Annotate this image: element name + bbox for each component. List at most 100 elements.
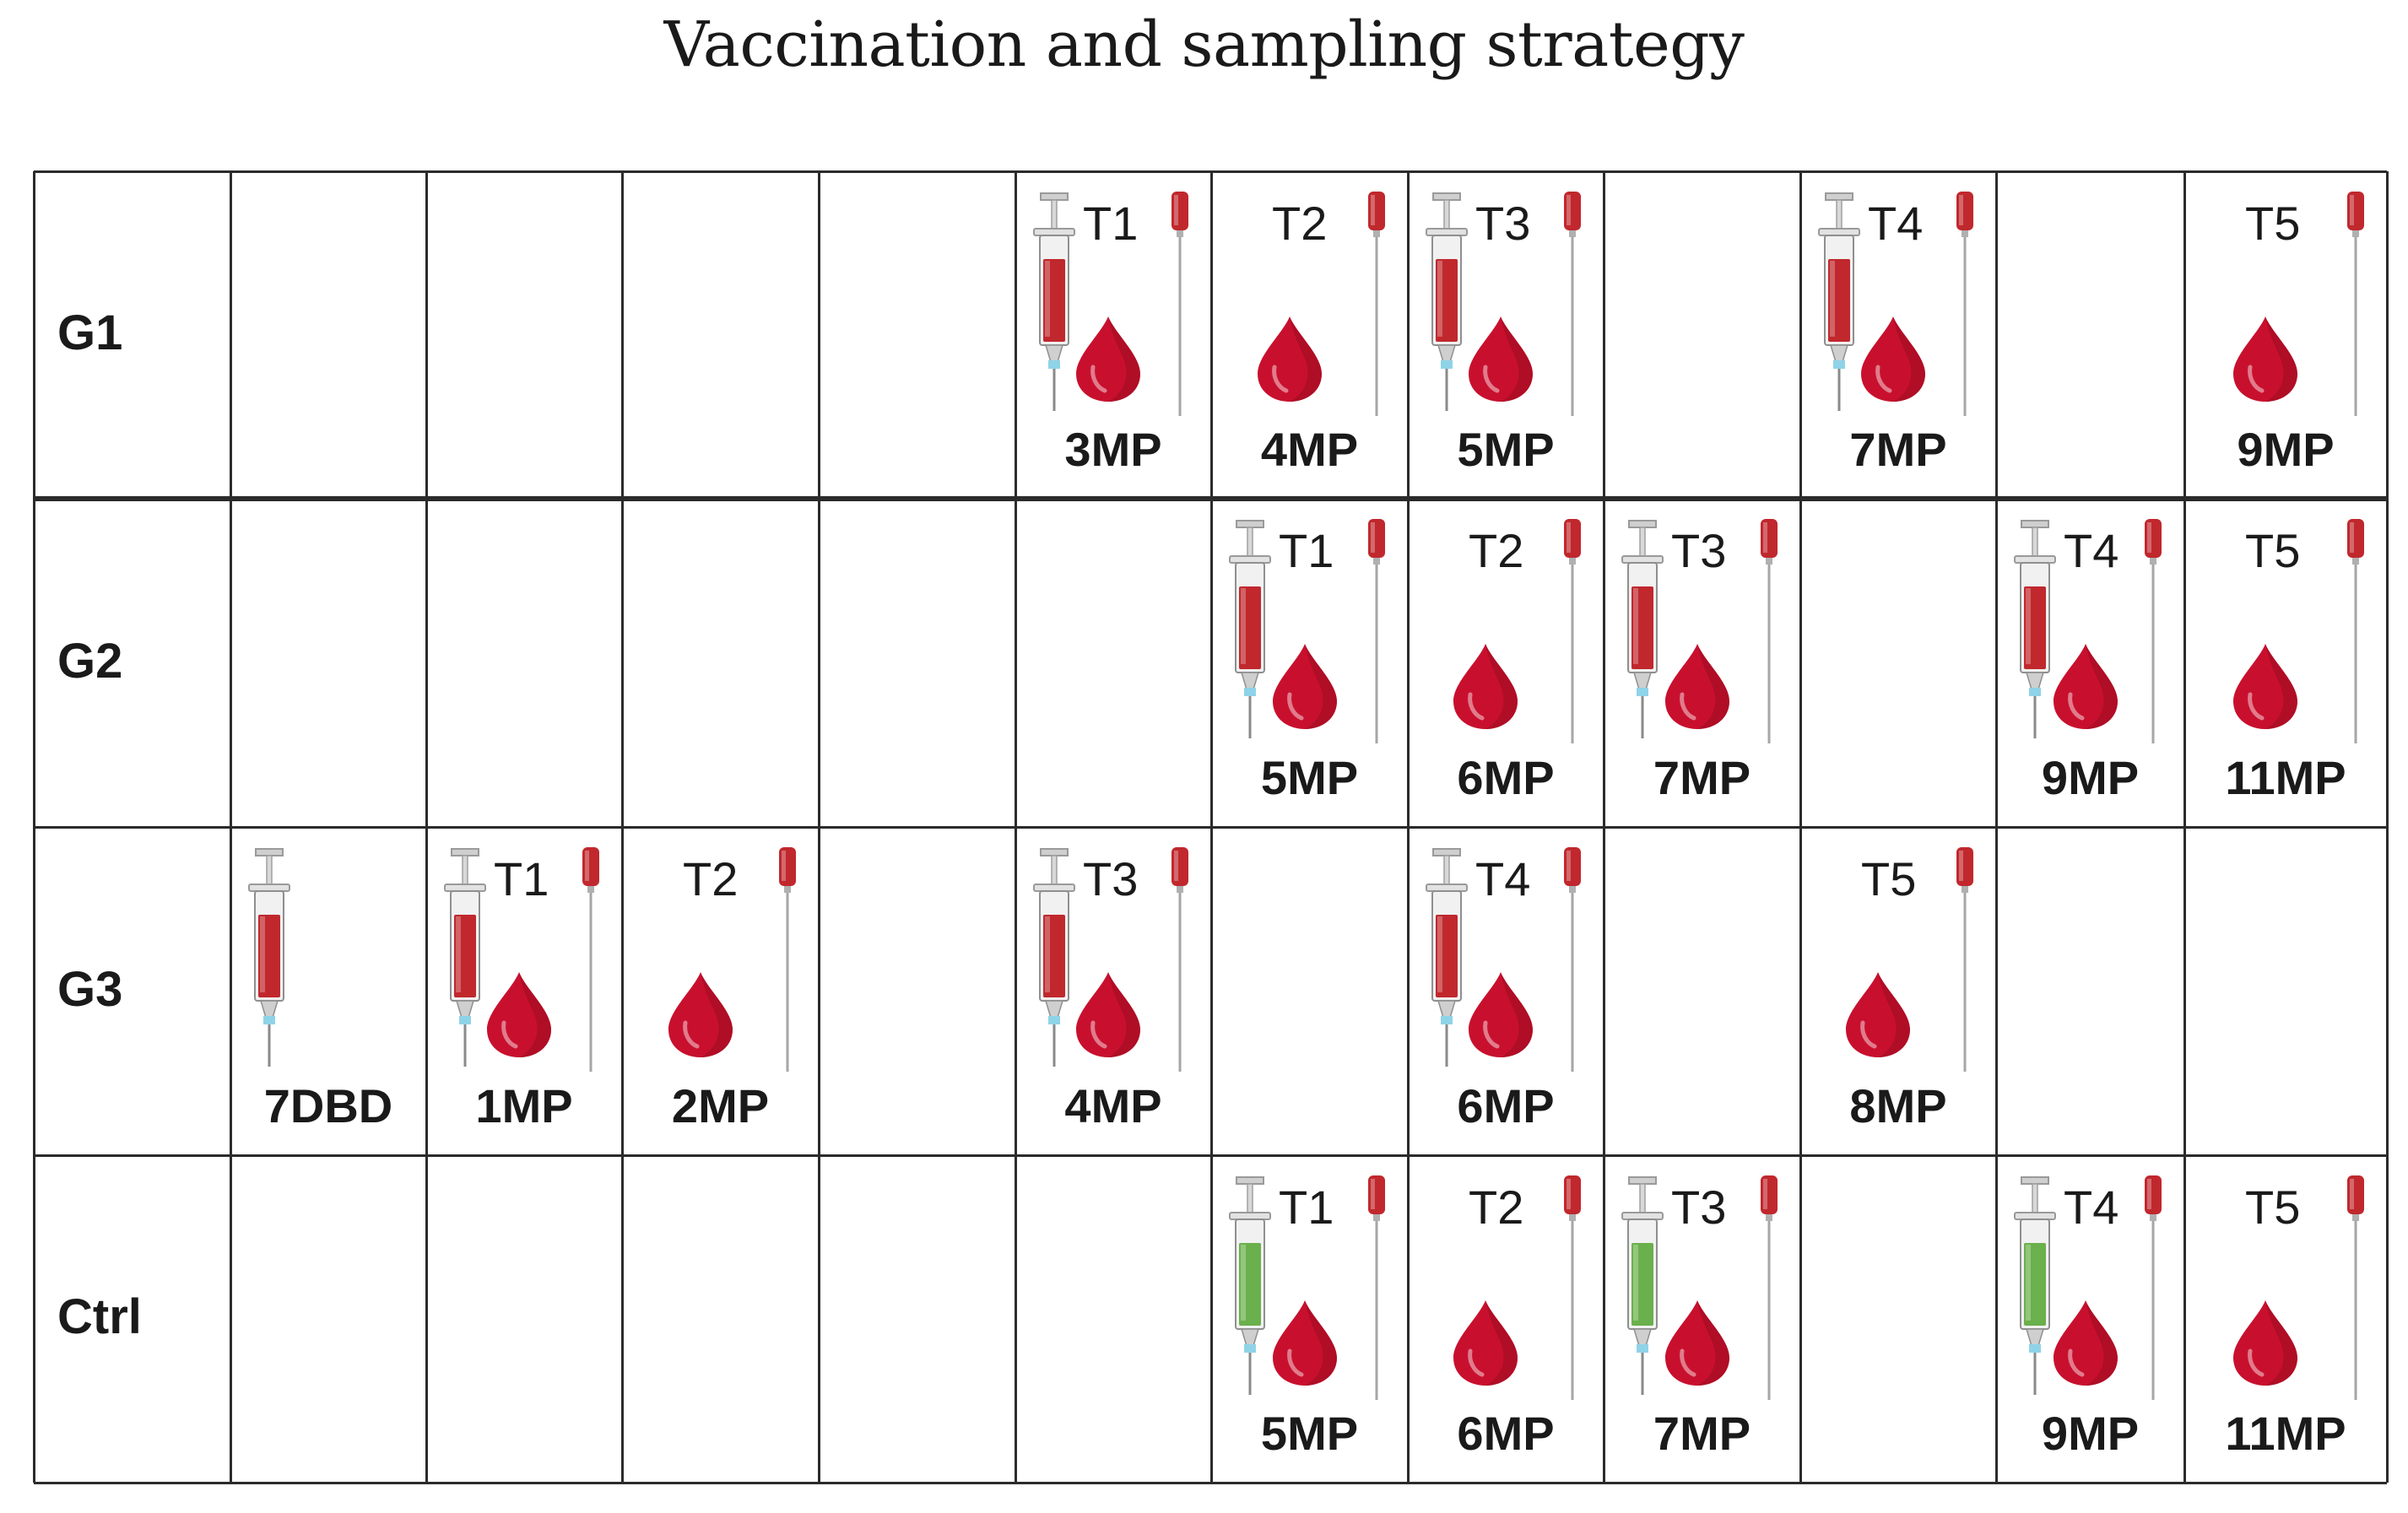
timepoint-label-t1: T1 <box>1279 524 1334 577</box>
grid-vline <box>817 1155 820 1483</box>
syringe-icon <box>1426 848 1468 1067</box>
month-label: 6MP <box>1457 1079 1555 1132</box>
grid-vline <box>1994 827 1998 1155</box>
grid-vline <box>620 499 624 827</box>
month-label: 9MP <box>2041 751 2140 804</box>
grid-vline <box>1406 1155 1410 1483</box>
timepoint-label-t5: T5 <box>2245 1181 2301 1234</box>
grid-vline <box>1994 1155 1998 1483</box>
grid-vline <box>2183 827 2186 1155</box>
timepoint-label-t2: T2 <box>1469 524 1524 577</box>
month-label: 7MP <box>1653 751 1751 804</box>
blood-drop-icon <box>1272 644 1337 729</box>
grid-vline <box>1799 499 1802 827</box>
timepoint-label-t3: T3 <box>1671 524 1727 577</box>
syringe-icon <box>1426 192 1468 411</box>
grid-vline <box>2385 499 2389 827</box>
row-label-g2: G2 <box>57 633 123 689</box>
month-label: 3MP <box>1064 423 1162 476</box>
grid-vline <box>1014 499 1017 827</box>
blood-collection-tube-icon <box>1172 847 1188 1072</box>
grid-vline <box>1014 827 1017 1155</box>
grid-vline <box>32 499 35 827</box>
grid-vline <box>817 171 820 499</box>
timepoint-label-t4: T4 <box>1475 852 1531 905</box>
month-label: 7MP <box>1653 1407 1751 1460</box>
month-label: 1MP <box>475 1079 573 1132</box>
grid-vline <box>620 1155 624 1483</box>
blood-collection-tube-icon <box>1564 192 1581 416</box>
month-label: 5MP <box>1457 423 1555 476</box>
grid-vline <box>1602 1155 1605 1483</box>
blood-drop-icon <box>1861 316 1925 402</box>
grid-vline <box>817 499 820 827</box>
grid-vline <box>620 171 624 499</box>
syringe-icon <box>1621 1176 1664 1395</box>
grid-vline <box>1994 171 1998 499</box>
blood-drop-icon <box>487 972 551 1057</box>
grid-vline <box>1209 1155 1213 1483</box>
grid-vline <box>1406 171 1410 499</box>
grid-vline <box>1799 171 1802 499</box>
grid-vline <box>2183 171 2186 499</box>
figure-title: Vaccination and sampling strategy <box>663 8 1745 81</box>
blood-drop-icon <box>1076 972 1140 1057</box>
grid-vline <box>2183 499 2186 827</box>
grid-vline <box>1209 499 1213 827</box>
blood-drop-icon <box>1257 316 1322 402</box>
row-label-g1: G1 <box>57 305 123 360</box>
blood-collection-tube-icon <box>1956 192 1973 416</box>
blood-drop-icon <box>1469 316 1533 402</box>
blood-collection-tube-icon <box>1172 192 1188 416</box>
grid-vline <box>2385 1155 2389 1483</box>
grid-vline <box>229 827 232 1155</box>
syringe-icon <box>1229 520 1271 738</box>
grid-hline <box>34 1481 2387 1484</box>
month-label: 6MP <box>1457 751 1555 804</box>
month-label: 9MP <box>2237 423 2335 476</box>
timepoint-label-t2: T2 <box>683 852 739 905</box>
month-label: 11MP <box>2225 1407 2346 1460</box>
month-label: 8MP <box>1849 1079 1947 1132</box>
blood-collection-tube-icon <box>2145 1175 2162 1400</box>
grid-vline <box>1406 499 1410 827</box>
grid-vline <box>2385 827 2389 1155</box>
grid-vline <box>817 827 820 1155</box>
timepoint-label-t1: T1 <box>1279 1181 1334 1234</box>
timepoint-label-t2: T2 <box>1272 197 1328 250</box>
blood-drop-icon <box>1272 1300 1337 1386</box>
blood-drop-icon <box>1076 316 1140 402</box>
grid-vline <box>1799 827 1802 1155</box>
grid-vline <box>1209 171 1213 499</box>
month-label: 11MP <box>2225 751 2346 804</box>
grid-vline <box>2385 171 2389 499</box>
timepoint-label-t2: T2 <box>1469 1181 1524 1234</box>
month-label: 7MP <box>1849 423 1947 476</box>
row-label-g3: G3 <box>57 961 123 1017</box>
blood-drop-icon <box>1453 1300 1518 1386</box>
blood-collection-tube-icon <box>1564 1175 1581 1400</box>
blood-collection-tube-icon <box>2347 192 2364 416</box>
blood-collection-tube-icon <box>582 847 599 1072</box>
blood-drop-icon <box>1846 972 1910 1057</box>
grid-vline <box>1602 171 1605 499</box>
grid-vline <box>32 171 35 499</box>
month-label: 5MP <box>1260 1407 1359 1460</box>
blood-collection-tube-icon <box>1368 1175 1385 1400</box>
grid-vline <box>32 1155 35 1483</box>
grid-vline <box>1014 1155 1017 1483</box>
month-label: 7DBD <box>263 1079 393 1132</box>
blood-collection-tube-icon <box>2347 519 2364 743</box>
month-label: 4MP <box>1064 1079 1162 1132</box>
grid-vline <box>425 1155 428 1483</box>
month-label: 5MP <box>1260 751 1359 804</box>
grid-vline <box>1994 499 1998 827</box>
blood-drop-icon <box>2053 644 2118 729</box>
grid-vline <box>1209 827 1213 1155</box>
grid-vline <box>229 171 232 499</box>
timepoint-label-t5: T5 <box>2245 197 2301 250</box>
blood-drop-icon <box>2233 644 2297 729</box>
blood-drop-icon <box>2233 316 2297 402</box>
grid-vline <box>229 1155 232 1483</box>
